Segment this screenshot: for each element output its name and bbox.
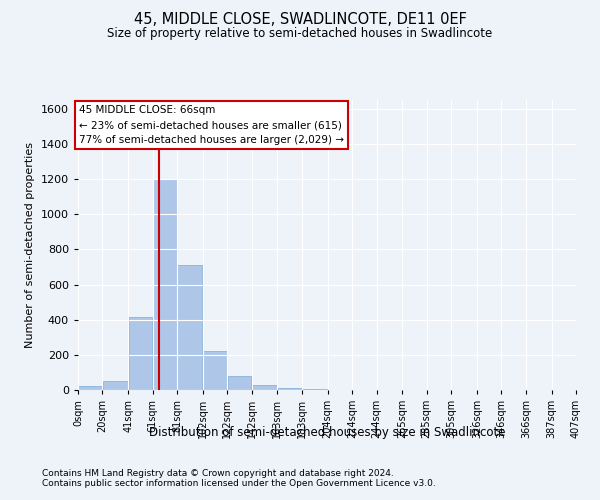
Bar bbox=[178, 265, 202, 390]
Text: Size of property relative to semi-detached houses in Swadlincote: Size of property relative to semi-detach… bbox=[107, 28, 493, 40]
Y-axis label: Number of semi-detached properties: Number of semi-detached properties bbox=[25, 142, 35, 348]
Text: 45, MIDDLE CLOSE, SWADLINCOTE, DE11 0EF: 45, MIDDLE CLOSE, SWADLINCOTE, DE11 0EF bbox=[134, 12, 466, 28]
Bar bbox=[153, 179, 177, 390]
Text: 45 MIDDLE CLOSE: 66sqm
← 23% of semi-detached houses are smaller (615)
77% of se: 45 MIDDLE CLOSE: 66sqm ← 23% of semi-det… bbox=[79, 106, 344, 145]
Text: Contains HM Land Registry data © Crown copyright and database right 2024.: Contains HM Land Registry data © Crown c… bbox=[42, 468, 394, 477]
Bar bbox=[128, 317, 152, 390]
Bar bbox=[103, 381, 128, 390]
Text: Distribution of semi-detached houses by size in Swadlincote: Distribution of semi-detached houses by … bbox=[149, 426, 505, 439]
Bar bbox=[227, 376, 251, 390]
Bar bbox=[203, 352, 227, 390]
Bar bbox=[302, 389, 327, 390]
Text: Contains public sector information licensed under the Open Government Licence v3: Contains public sector information licen… bbox=[42, 478, 436, 488]
Bar bbox=[79, 386, 102, 390]
Bar bbox=[252, 384, 277, 390]
Bar bbox=[278, 388, 302, 390]
